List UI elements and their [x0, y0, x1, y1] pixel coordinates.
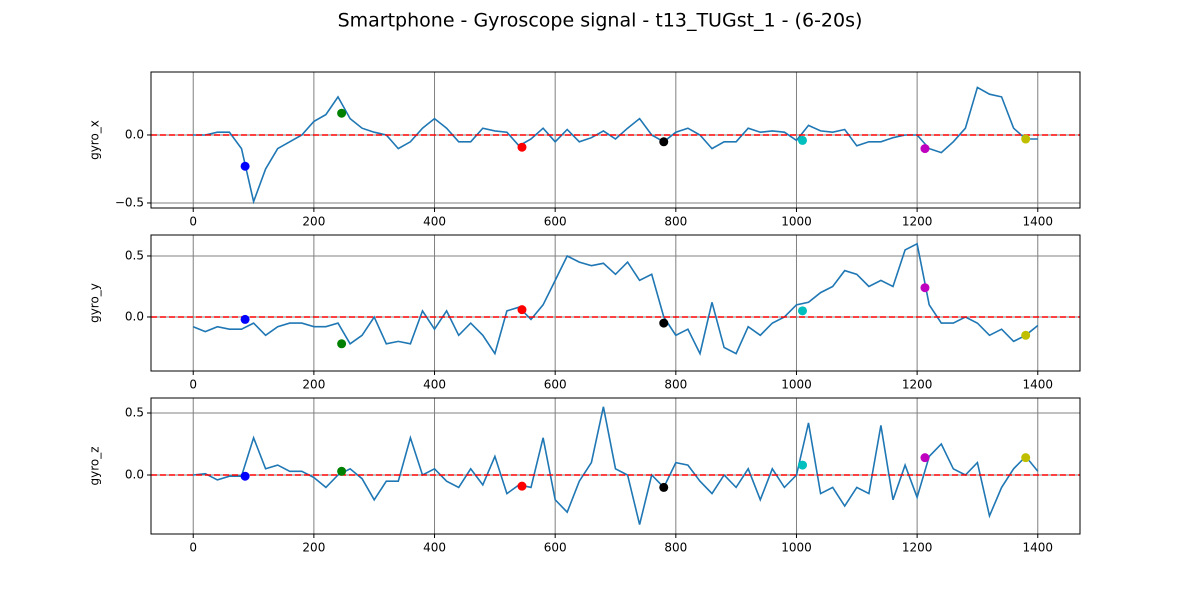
- x-tick-label: 1200: [902, 541, 933, 555]
- y-axis-label: gyro_y: [88, 283, 102, 323]
- event-marker: [240, 471, 250, 481]
- x-tick-label: 1200: [902, 215, 933, 229]
- axes-frame: [150, 71, 1081, 209]
- event-marker: [659, 318, 669, 328]
- x-tick-label: 400: [423, 378, 446, 392]
- event-marker: [337, 108, 347, 118]
- x-tick-label: 200: [302, 378, 325, 392]
- y-axis-label: gyro_z: [88, 446, 102, 485]
- y-tick-label: 0.5: [125, 406, 144, 420]
- x-tick-label: 1200: [902, 378, 933, 392]
- figure-title: Smartphone - Gyroscope signal - t13_TUGs…: [338, 10, 863, 32]
- y-axis-label: gyro_x: [88, 120, 102, 160]
- x-tick-label: 600: [544, 215, 567, 229]
- event-marker: [517, 142, 527, 152]
- event-marker: [1021, 453, 1031, 463]
- event-marker: [240, 161, 250, 171]
- x-tick-label: 1000: [781, 378, 812, 392]
- x-tick-label: 0: [189, 378, 197, 392]
- y-tick-label: 0.5: [125, 248, 144, 262]
- x-tick-label: 800: [664, 215, 687, 229]
- signal-line: [192, 242, 1039, 356]
- x-tick-label: 600: [544, 378, 567, 392]
- x-tick-label: 1400: [1022, 541, 1053, 555]
- x-tick-label: 600: [544, 541, 567, 555]
- event-marker: [517, 481, 527, 491]
- y-tick-label: 0.0: [125, 127, 144, 141]
- x-tick-label: 200: [302, 215, 325, 229]
- x-tick-label: 1000: [781, 215, 812, 229]
- event-marker: [337, 466, 347, 476]
- event-marker: [240, 314, 250, 324]
- x-tick-label: 1000: [781, 541, 812, 555]
- x-tick-label: 400: [423, 541, 446, 555]
- event-marker: [659, 482, 669, 492]
- x-tick-label: 1400: [1022, 215, 1053, 229]
- x-tick-label: 1400: [1022, 378, 1053, 392]
- axes-frame: [150, 234, 1081, 372]
- event-marker: [798, 306, 808, 316]
- x-tick-label: 0: [189, 541, 197, 555]
- event-marker: [337, 339, 347, 349]
- y-tick-label: 0.0: [125, 309, 144, 323]
- event-marker: [798, 135, 808, 145]
- x-tick-label: 800: [664, 541, 687, 555]
- x-tick-label: 800: [664, 378, 687, 392]
- x-tick-label: 200: [302, 541, 325, 555]
- event-marker: [517, 305, 527, 315]
- event-marker: [1021, 330, 1031, 340]
- y-tick-label: −0.5: [115, 195, 144, 209]
- x-tick-label: 0: [189, 215, 197, 229]
- signal-line: [193, 406, 1039, 525]
- event-marker: [1021, 134, 1031, 144]
- signal-line: [193, 86, 1038, 205]
- axes-frame: [150, 397, 1081, 535]
- event-marker: [798, 460, 808, 470]
- x-tick-label: 400: [423, 215, 446, 229]
- event-marker: [920, 144, 930, 154]
- y-tick-label: 0.0: [125, 467, 144, 481]
- event-marker: [659, 137, 669, 147]
- event-marker: [920, 283, 930, 293]
- event-marker: [920, 453, 930, 463]
